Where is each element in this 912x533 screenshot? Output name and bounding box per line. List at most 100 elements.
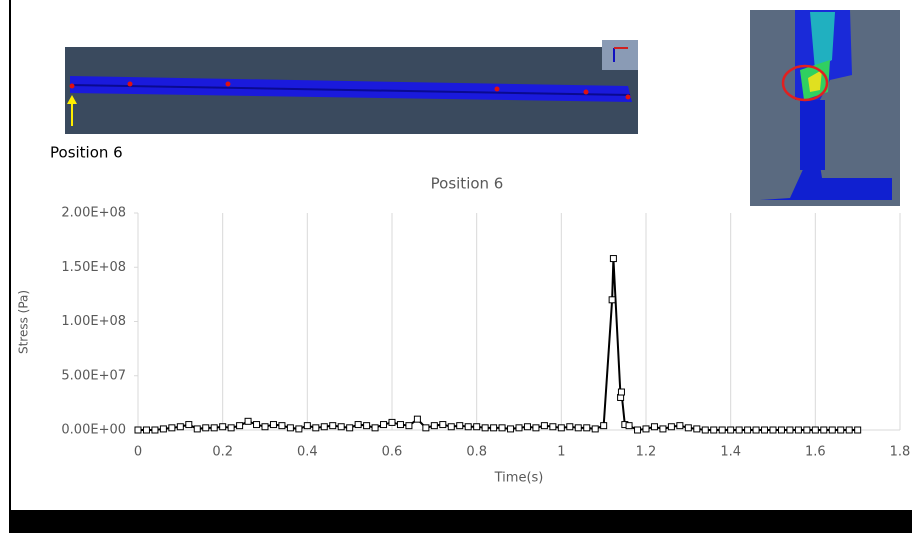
data-point	[804, 427, 810, 433]
data-point	[736, 427, 742, 433]
x-tick-label: 1.4	[720, 445, 741, 460]
data-point	[677, 423, 683, 429]
data-point	[491, 425, 497, 431]
x-tick-label: 1.8	[890, 445, 911, 460]
beam-image	[65, 40, 638, 134]
data-point	[270, 422, 276, 428]
data-point	[533, 425, 539, 431]
x-tick-label: 0	[134, 445, 142, 460]
data-point	[203, 425, 209, 431]
data-point	[745, 427, 751, 433]
data-point	[499, 425, 505, 431]
data-point	[245, 418, 251, 424]
data-point	[414, 416, 420, 422]
data-point	[651, 424, 657, 430]
y-tick-label: 5.00E+07	[61, 368, 126, 383]
data-point	[643, 426, 649, 432]
data-point	[575, 425, 581, 431]
data-point	[474, 424, 480, 430]
data-point	[482, 425, 488, 431]
data-point	[508, 426, 514, 432]
data-point	[753, 427, 759, 433]
data-point	[321, 424, 327, 430]
data-point	[177, 424, 183, 430]
data-point	[440, 422, 446, 428]
screenshot: Position 6 Position 6 Time(s) Stress (Pa…	[0, 0, 912, 533]
data-point	[846, 427, 852, 433]
data-point	[635, 427, 641, 433]
y-tick-label: 1.00E+08	[61, 314, 126, 329]
data-point	[457, 423, 463, 429]
data-point	[660, 426, 666, 432]
data-point	[465, 424, 471, 430]
caption: Position 6	[50, 144, 123, 162]
data-point	[694, 426, 700, 432]
data-point	[448, 424, 454, 430]
x-tick-label: 1	[557, 445, 565, 460]
data-point	[169, 425, 175, 431]
y-tick-label: 2.00E+08	[61, 206, 126, 221]
data-point	[330, 423, 336, 429]
data-point	[431, 423, 437, 429]
data-point	[711, 427, 717, 433]
data-point	[524, 424, 530, 430]
data-point	[347, 425, 353, 431]
data-point	[812, 427, 818, 433]
data-point	[668, 424, 674, 430]
x-tick-label: 0.8	[466, 445, 487, 460]
data-point	[135, 427, 141, 433]
data-point	[287, 425, 293, 431]
data-point	[838, 427, 844, 433]
data-point	[406, 423, 412, 429]
data-point	[584, 425, 590, 431]
x-tick-label: 0.2	[212, 445, 233, 460]
x-axis-title: Time(s)	[494, 471, 544, 486]
data-point	[855, 427, 861, 433]
data-point	[254, 422, 260, 428]
x-tick-label: 1.6	[805, 445, 826, 460]
data-point	[821, 427, 827, 433]
contour-image	[750, 10, 900, 206]
data-point	[626, 423, 632, 429]
y-axis-title: Stress (Pa)	[17, 290, 31, 354]
data-point	[296, 426, 302, 432]
series-line	[138, 259, 858, 430]
data-point	[609, 297, 615, 303]
chart-title: Position 6	[431, 175, 504, 193]
data-point	[787, 427, 793, 433]
data-point	[541, 423, 547, 429]
data-point	[389, 419, 395, 425]
data-point	[262, 424, 268, 430]
data-point	[601, 423, 607, 429]
data-point	[610, 256, 616, 262]
data-point	[304, 423, 310, 429]
data-point	[397, 422, 403, 428]
data-point	[237, 423, 243, 429]
data-point	[567, 424, 573, 430]
data-point	[211, 425, 217, 431]
data-point	[338, 424, 344, 430]
data-point	[160, 426, 166, 432]
data-point	[618, 389, 624, 395]
data-point	[762, 427, 768, 433]
left-border	[9, 0, 11, 512]
data-point	[220, 424, 226, 430]
data-point	[558, 425, 564, 431]
data-point	[279, 423, 285, 429]
data-point	[702, 427, 708, 433]
data-point	[143, 427, 149, 433]
data-point	[313, 425, 319, 431]
data-point	[355, 422, 361, 428]
data-point	[550, 424, 556, 430]
y-tick-label: 0.00E+00	[61, 423, 126, 438]
data-point	[152, 427, 158, 433]
data-point	[719, 427, 725, 433]
data-point	[516, 425, 522, 431]
data-point	[685, 425, 691, 431]
data-point	[795, 427, 801, 433]
data-point	[728, 427, 734, 433]
x-tick-label: 0.4	[297, 445, 318, 460]
chart: Position 6 Position 6 Time(s) Stress (Pa…	[0, 0, 912, 533]
y-tick-label: 1.50E+08	[61, 260, 126, 275]
x-tick-label: 0.6	[382, 445, 403, 460]
